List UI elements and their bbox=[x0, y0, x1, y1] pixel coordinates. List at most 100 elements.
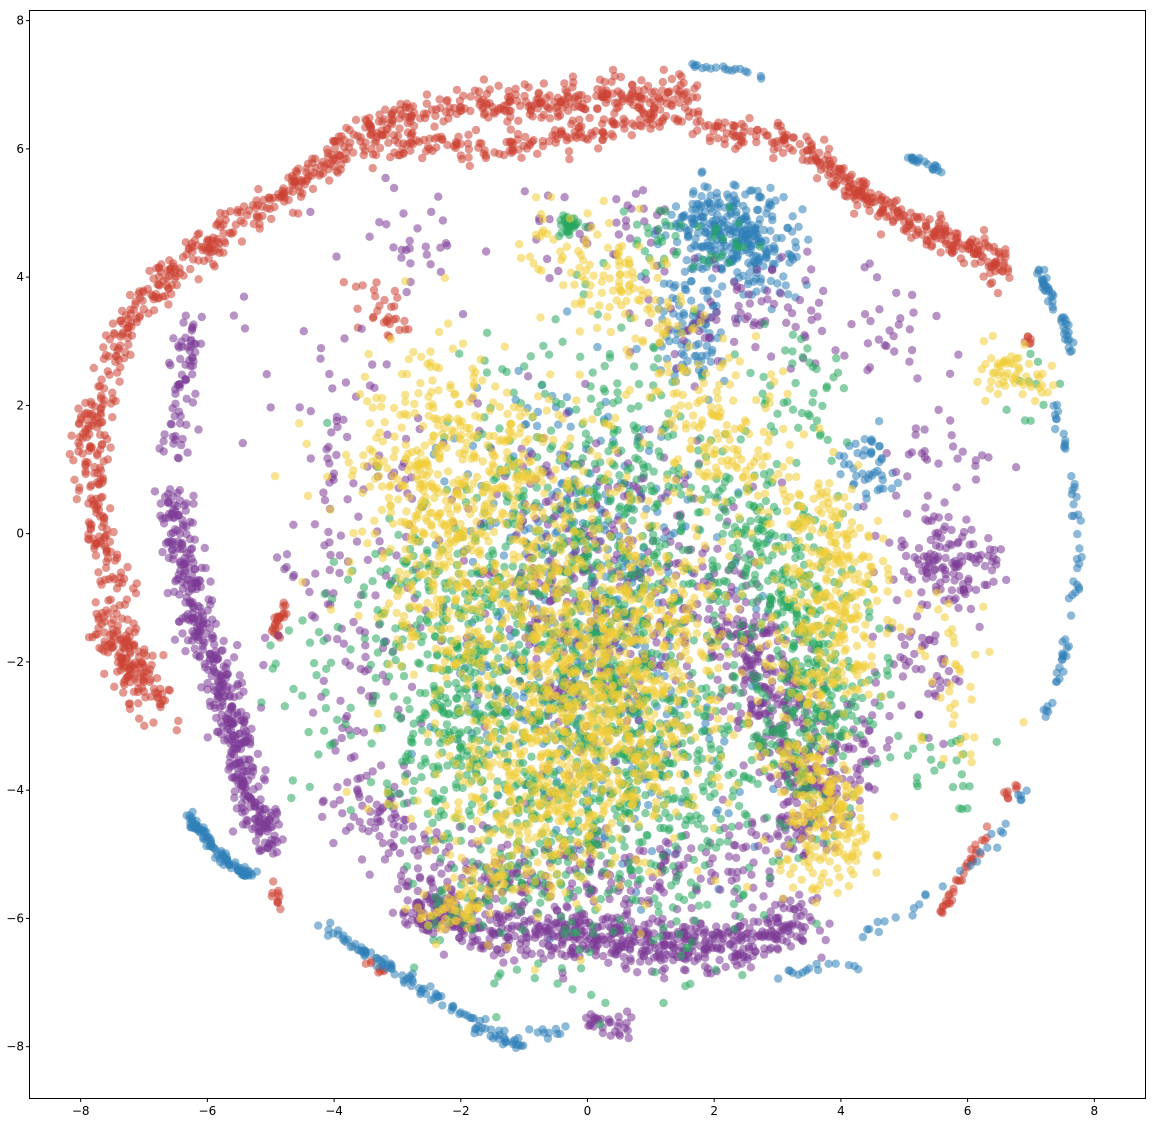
data-point bbox=[882, 449, 891, 458]
data-point bbox=[551, 138, 560, 147]
data-point bbox=[694, 107, 703, 116]
data-point bbox=[226, 207, 235, 216]
data-point bbox=[607, 129, 616, 139]
data-point bbox=[198, 641, 207, 651]
data-point bbox=[598, 915, 607, 924]
data-point bbox=[126, 350, 135, 360]
data-point bbox=[150, 292, 160, 302]
data-point bbox=[564, 147, 574, 156]
data-point bbox=[181, 375, 190, 384]
data-point bbox=[369, 285, 379, 295]
data-point bbox=[703, 197, 712, 206]
data-point bbox=[357, 943, 366, 952]
data-point bbox=[375, 143, 385, 153]
data-point bbox=[93, 449, 102, 458]
data-point bbox=[172, 280, 181, 290]
data-point bbox=[832, 172, 841, 182]
data-point bbox=[252, 867, 261, 876]
data-point bbox=[608, 914, 617, 923]
data-point bbox=[227, 702, 236, 711]
data-point bbox=[203, 678, 212, 688]
data-point bbox=[127, 322, 136, 331]
data-point bbox=[907, 575, 917, 584]
data-point bbox=[712, 943, 722, 952]
data-point bbox=[258, 211, 267, 221]
data-point bbox=[374, 117, 384, 126]
data-point bbox=[905, 218, 914, 227]
data-point bbox=[774, 974, 783, 983]
data-point bbox=[303, 174, 312, 184]
data-point bbox=[186, 361, 195, 371]
data-point bbox=[827, 179, 836, 188]
data-point bbox=[911, 664, 920, 674]
data-point bbox=[467, 825, 476, 834]
data-point bbox=[367, 144, 376, 154]
data-point bbox=[190, 644, 199, 653]
data-point bbox=[721, 241, 730, 250]
data-point bbox=[744, 276, 753, 285]
data-point bbox=[129, 640, 139, 649]
data-point bbox=[169, 334, 178, 343]
data-point bbox=[179, 523, 188, 532]
data-point bbox=[91, 598, 100, 607]
data-point bbox=[86, 494, 96, 503]
data-point bbox=[75, 483, 84, 492]
data-point bbox=[98, 417, 107, 427]
data-point bbox=[426, 982, 435, 991]
data-point bbox=[779, 192, 788, 202]
data-point bbox=[971, 461, 980, 471]
data-point bbox=[160, 696, 170, 705]
data-point bbox=[70, 475, 79, 484]
data-point bbox=[856, 185, 866, 195]
data-point bbox=[701, 943, 710, 953]
data-point bbox=[723, 190, 732, 199]
data-point bbox=[783, 223, 792, 232]
data-point bbox=[865, 206, 874, 216]
data-point bbox=[565, 155, 574, 164]
data-point bbox=[577, 91, 586, 100]
data-point bbox=[200, 543, 209, 553]
data-point bbox=[732, 853, 741, 862]
data-point bbox=[110, 682, 119, 691]
data-point bbox=[921, 503, 930, 512]
data-point bbox=[395, 325, 404, 335]
data-point bbox=[966, 604, 976, 614]
data-point bbox=[452, 139, 461, 148]
data-point bbox=[384, 138, 393, 147]
data-point bbox=[798, 205, 807, 214]
data-point bbox=[384, 313, 393, 322]
data-point bbox=[361, 138, 370, 147]
data-point bbox=[82, 408, 91, 417]
data-point bbox=[585, 113, 594, 123]
data-point bbox=[924, 635, 934, 645]
data-point bbox=[899, 225, 909, 235]
data-point bbox=[100, 669, 109, 678]
data-point bbox=[752, 287, 761, 296]
data-point bbox=[806, 156, 816, 165]
data-point bbox=[272, 807, 281, 817]
data-point bbox=[652, 882, 661, 891]
data-point bbox=[358, 824, 367, 833]
data-point bbox=[656, 105, 665, 114]
data-point bbox=[416, 987, 426, 997]
data-point bbox=[710, 935, 719, 944]
data-point bbox=[921, 561, 930, 570]
data-point bbox=[185, 811, 194, 820]
data-point bbox=[386, 838, 395, 848]
data-point bbox=[236, 758, 245, 767]
data-point bbox=[864, 474, 873, 483]
data-point bbox=[232, 745, 242, 754]
data-point bbox=[746, 695, 755, 704]
data-point bbox=[406, 132, 416, 141]
data-point bbox=[265, 815, 275, 824]
data-point bbox=[955, 677, 964, 686]
data-point bbox=[945, 239, 954, 249]
data-point bbox=[965, 238, 975, 248]
data-point bbox=[755, 215, 765, 224]
data-point bbox=[616, 89, 626, 98]
data-point bbox=[199, 618, 208, 627]
data-point bbox=[535, 98, 545, 108]
data-point bbox=[533, 149, 542, 158]
data-point bbox=[194, 628, 204, 637]
data-point bbox=[165, 256, 174, 265]
